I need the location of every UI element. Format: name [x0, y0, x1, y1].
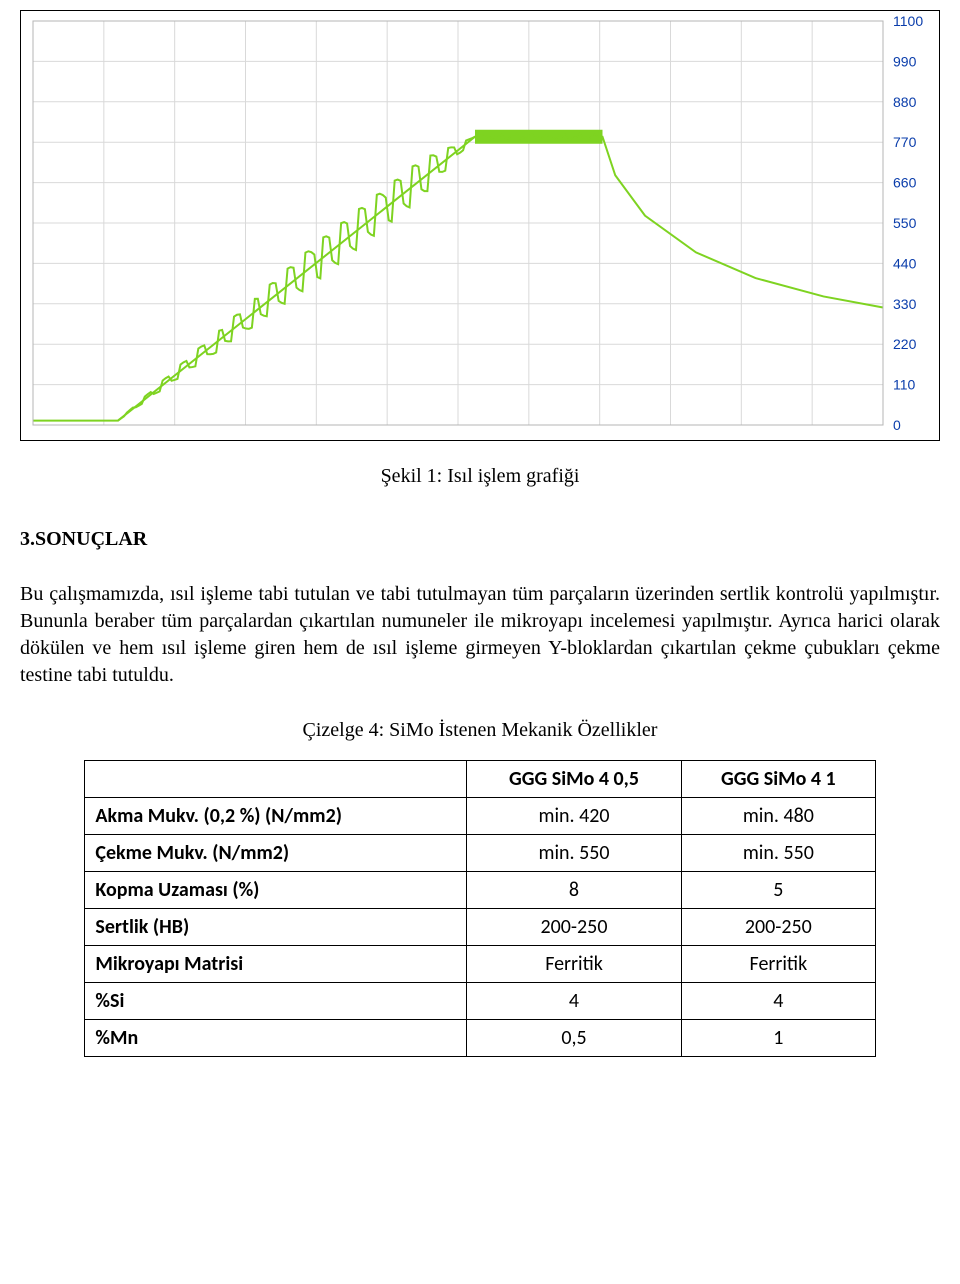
svg-text:1100: 1100 — [893, 13, 923, 29]
table-row: Kopma Uzaması (%)85 — [85, 872, 875, 909]
chart-container: 0 110 220 330 440 550 660 770 880 990 1100 — [20, 10, 940, 441]
heat-treatment-chart: 0 110 220 330 440 550 660 770 880 990 1100 — [23, 13, 933, 433]
table-header-row: GGG SiMo 4 0,5 GGG SiMo 4 1 — [85, 761, 875, 798]
table-cell: min. 480 — [682, 798, 875, 835]
table-cell: 4 — [466, 983, 681, 1020]
table-cell: 200-250 — [466, 909, 681, 946]
svg-text:0: 0 — [893, 417, 901, 433]
table-cell: min. 420 — [466, 798, 681, 835]
table-cell: %Mn — [85, 1020, 466, 1057]
table-cell: Ferritik — [466, 946, 681, 983]
body-paragraph: Bu çalışmamızda, ısıl işleme tabi tutula… — [20, 581, 940, 689]
table-header-cell: GGG SiMo 4 0,5 — [466, 761, 681, 798]
table-cell: 4 — [682, 983, 875, 1020]
table-cell: %Si — [85, 983, 466, 1020]
svg-text:220: 220 — [893, 336, 917, 352]
table-cell: Kopma Uzaması (%) — [85, 872, 466, 909]
table-header-cell — [85, 761, 466, 798]
mechanical-properties-table: GGG SiMo 4 0,5 GGG SiMo 4 1 Akma Mukv. (… — [84, 760, 875, 1057]
table-header-cell: GGG SiMo 4 1 — [682, 761, 875, 798]
section-heading: 3.SONUÇLAR — [20, 528, 940, 551]
svg-text:440: 440 — [893, 255, 917, 271]
table-cell: min. 550 — [466, 835, 681, 872]
table-cell: min. 550 — [682, 835, 875, 872]
svg-text:770: 770 — [893, 134, 917, 150]
svg-text:660: 660 — [893, 175, 917, 191]
table-row: Sertlik (HB)200-250200-250 — [85, 909, 875, 946]
svg-text:550: 550 — [893, 215, 917, 231]
table-row: Mikroyapı MatrisiFerritikFerritik — [85, 946, 875, 983]
table-cell: 0,5 — [466, 1020, 681, 1057]
table-cell: Mikroyapı Matrisi — [85, 946, 466, 983]
table-cell: 1 — [682, 1020, 875, 1057]
table-cell: 8 — [466, 872, 681, 909]
table-row: Akma Mukv. (0,2 %) (N/mm2)min. 420min. 4… — [85, 798, 875, 835]
table-cell: Sertlik (HB) — [85, 909, 466, 946]
table-caption: Çizelge 4: SiMo İstenen Mekanik Özellikl… — [20, 719, 940, 742]
svg-text:110: 110 — [893, 377, 916, 393]
svg-text:990: 990 — [893, 53, 917, 69]
svg-text:330: 330 — [893, 296, 917, 312]
svg-text:880: 880 — [893, 94, 917, 110]
table-cell: 5 — [682, 872, 875, 909]
table-cell: Ferritik — [682, 946, 875, 983]
table-row: %Si44 — [85, 983, 875, 1020]
table-cell: Akma Mukv. (0,2 %) (N/mm2) — [85, 798, 466, 835]
table-row: Çekme Mukv. (N/mm2)min. 550min. 550 — [85, 835, 875, 872]
table-cell: 200-250 — [682, 909, 875, 946]
table-cell: Çekme Mukv. (N/mm2) — [85, 835, 466, 872]
figure-caption: Şekil 1: Isıl işlem grafiği — [20, 465, 940, 488]
table-row: %Mn0,51 — [85, 1020, 875, 1057]
